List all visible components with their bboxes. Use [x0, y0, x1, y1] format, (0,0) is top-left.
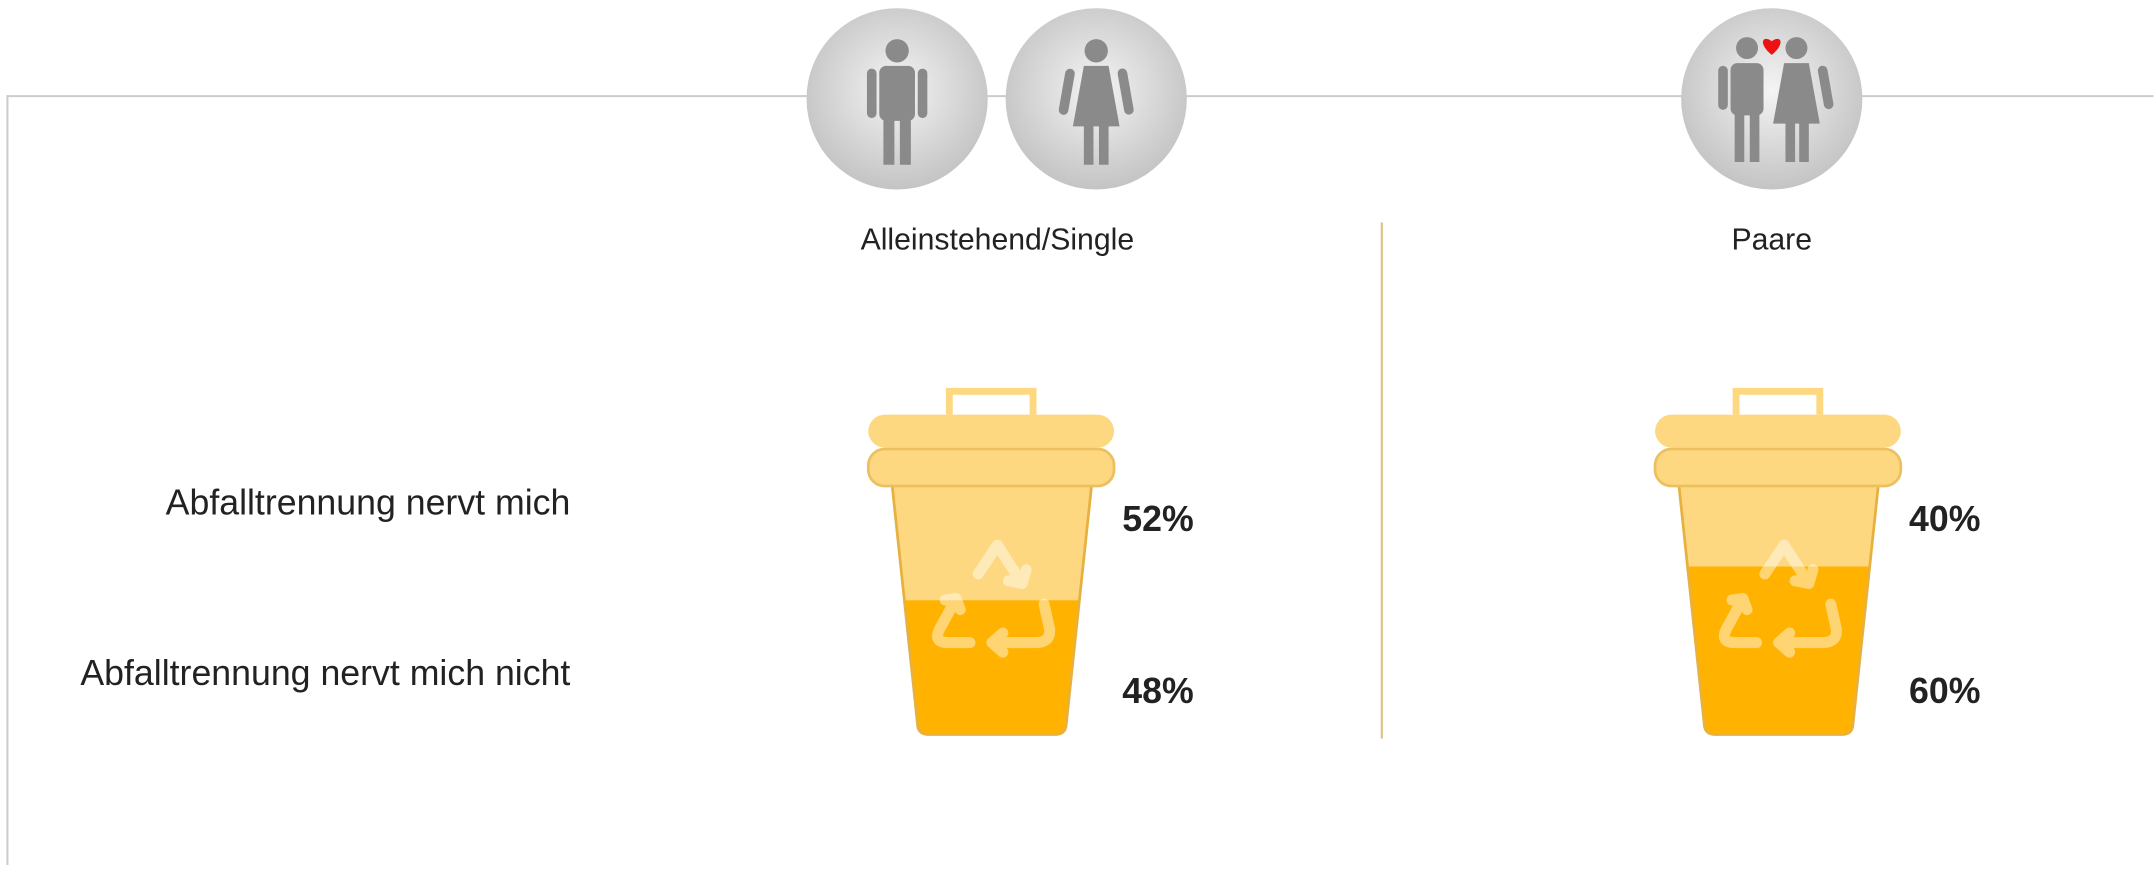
woman-icon — [1005, 8, 1187, 190]
bin-fill — [1675, 566, 1882, 735]
bin-outline — [1674, 453, 1884, 736]
value-label: 52% — [1122, 499, 1193, 539]
bin-fill — [888, 600, 1095, 735]
value-label: 48% — [1122, 671, 1193, 711]
bin-outline — [887, 453, 1097, 736]
category-label: Paare — [1731, 224, 1812, 257]
bin-lid — [868, 414, 1115, 448]
couple-icon — [1681, 8, 1863, 190]
recycle-symbol — [932, 539, 1056, 658]
legend-entry: Abfalltrennung nervt mich nicht — [80, 653, 570, 693]
bin-rim — [1653, 447, 1903, 488]
recycle-symbol — [1718, 539, 1842, 658]
value-label: 60% — [1909, 671, 1980, 711]
bin-handle — [945, 387, 1037, 415]
category-label: Alleinstehend/Single — [861, 224, 1135, 257]
bin-lid — [1655, 414, 1901, 448]
bin-handle — [1732, 387, 1824, 415]
man-icon — [806, 8, 988, 190]
legend-entry: Abfalltrennung nervt mich — [166, 483, 571, 523]
frame — [6, 95, 2154, 865]
value-label: 40% — [1909, 499, 1980, 539]
bin-rim — [866, 447, 1116, 488]
